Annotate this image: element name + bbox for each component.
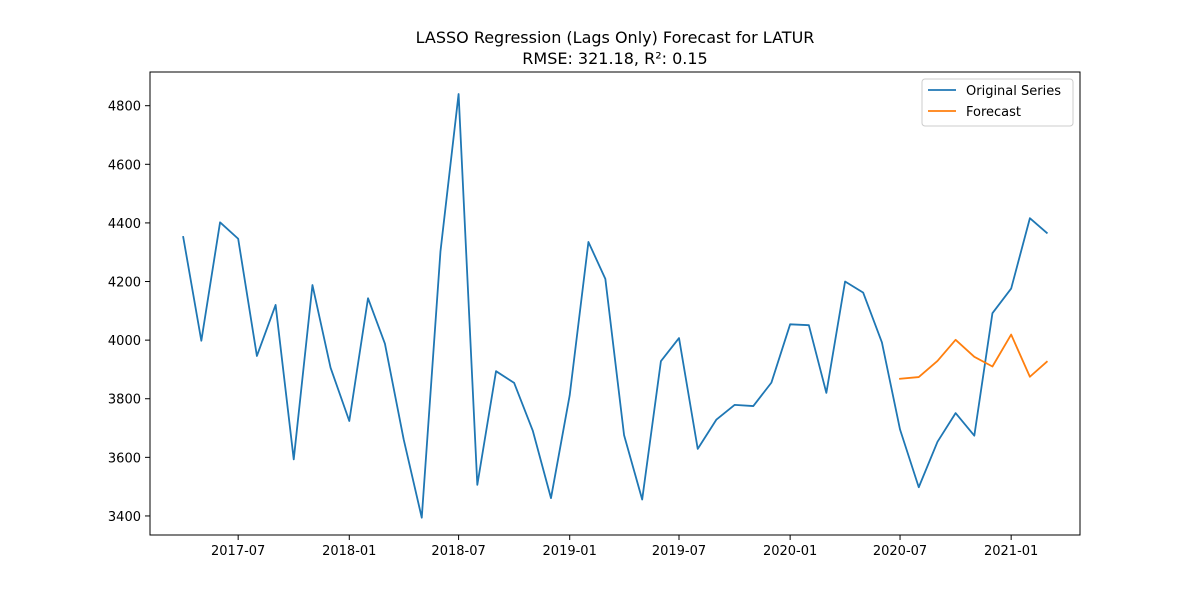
- y-tick-label: 4200: [108, 276, 141, 291]
- series-line-forecast: [899, 333, 1049, 380]
- x-tick-label: 2021-01: [984, 544, 1038, 559]
- y-tick-label: 3400: [108, 510, 141, 525]
- series-group: [182, 93, 1049, 519]
- y-tick-label: 3600: [108, 451, 141, 466]
- legend-box: [921, 78, 1074, 127]
- y-tick-label: 4800: [108, 100, 141, 115]
- y-tick-label: 4000: [108, 334, 141, 349]
- plot-area: [149, 71, 1081, 536]
- x-tick-label: 2020-07: [873, 544, 927, 559]
- legend-label-original: Original Series: [966, 84, 1061, 99]
- x-tick-label: 2019-01: [543, 544, 597, 559]
- legend: Original Series Forecast: [921, 78, 1074, 127]
- x-tick-label: 2018-07: [431, 544, 485, 559]
- x-tick-label: 2017-07: [211, 544, 265, 559]
- x-tick-label: 2019-07: [652, 544, 706, 559]
- x-axis: 2017-07 2018-01 2018-07 2019-01 2019-07 2020-…: [211, 535, 1038, 559]
- series-line-original: [182, 93, 1049, 519]
- y-tick-label: 3800: [108, 393, 141, 408]
- x-tick-label: 2020-01: [763, 544, 817, 559]
- y-axis: 3400 3600 3800 4000 4200 4400 4600 4800: [108, 100, 150, 525]
- y-tick-label: 4600: [108, 158, 141, 173]
- x-tick-label: 2018-01: [322, 544, 376, 559]
- plot-frame: [149, 71, 1081, 536]
- chart-subtitle: RMSE: 321.18, R²: 0.15: [522, 49, 707, 68]
- chart-title: LASSO Regression (Lags Only) Forecast fo…: [416, 28, 815, 47]
- y-tick-label: 4400: [108, 217, 141, 232]
- legend-label-forecast: Forecast: [966, 105, 1021, 120]
